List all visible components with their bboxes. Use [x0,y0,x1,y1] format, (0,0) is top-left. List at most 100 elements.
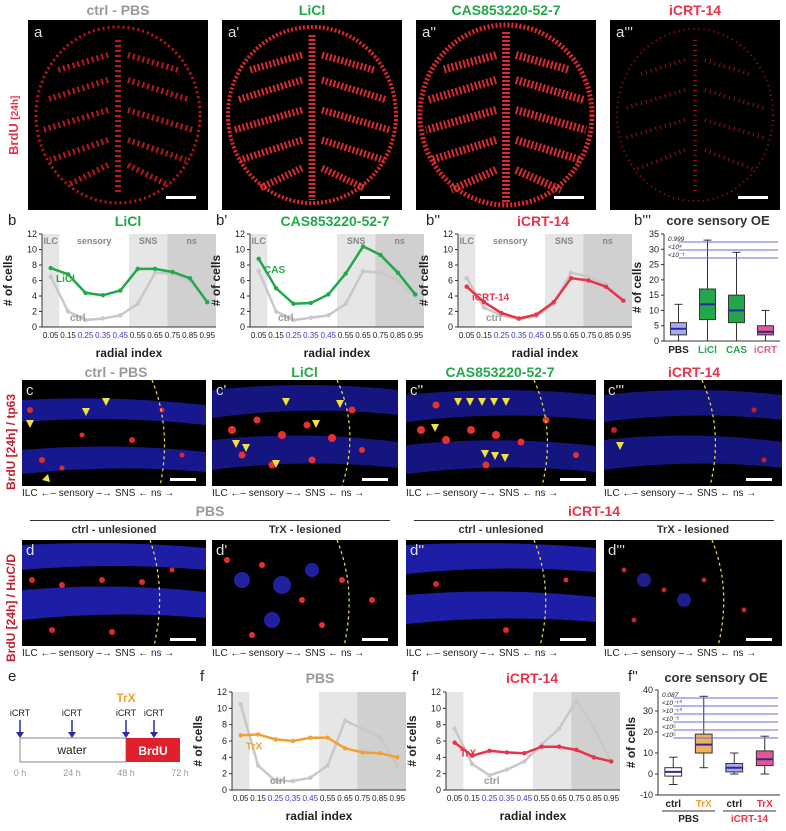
region-label: ns [602,236,613,246]
x-axis-label: radial index [96,346,163,360]
micrograph-c2 [406,380,596,486]
y-tick-label: 40 [643,685,653,695]
d-sensory: sensory [58,648,94,659]
x-axis-label: radial index [500,809,567,823]
y-tick-label: 4 [436,752,441,762]
x-tick-label: 0.25 [78,331,94,340]
region-ilc [250,234,268,327]
y-axis-label: # of cells [191,715,205,767]
region-label: ILC [459,236,474,246]
category-label: ctrl [665,799,681,810]
data-point [395,755,400,760]
chart-f1: 0 2 4 6 8 10 12 0.05 0.15 0.25 0.35 0.45 0.55 0.65 0.7… [405,687,620,823]
trx-label: TrX [116,691,135,705]
data-point [551,300,556,305]
water-label: water [56,743,86,757]
y-tick-label: 0 [32,322,37,332]
pvalue-label: <10⁵ [662,724,676,731]
x-tick-label: 0.55 [546,331,562,340]
x-axis-label: radial index [304,346,371,360]
x-tick-label: 0.65 [337,794,353,803]
x-tick-label: 0.65 [147,331,163,340]
letter-a3: a''' [616,24,633,41]
data-point [534,312,539,317]
data-point [481,305,487,310]
data-point [290,738,296,744]
x-tick-label: 0.25 [494,331,510,340]
data-point [273,309,279,314]
d2-ilc: ILC [406,648,422,659]
y-tick-label: 2 [240,307,245,317]
data-point [205,300,210,305]
y-axis-label: # of cells [624,716,638,768]
series-label: CAS [264,265,285,276]
data-point [487,748,492,753]
data-point [522,759,527,764]
y-tick-label: 10 [443,245,453,255]
title-f: PBS [305,670,335,686]
chart-b: ILC sensory SNS ns 0 2 4 6 8 10 12 0.05 0.15 0.25 0.35… [1,229,216,360]
c3-sensory: sensory [640,488,676,499]
ctrl-label: ctrl [278,313,294,324]
region-label: ILC [251,236,266,246]
group-icrt: iCRT-14 [567,503,621,519]
letter-a: a [34,24,43,41]
title-a: ctrl - PBS [86,2,150,18]
data-point [556,726,562,731]
y-tick-label: 0 [648,769,653,779]
y-tick-label: 10 [649,305,659,315]
data-point [326,292,331,297]
y-tick-label: 6 [436,736,441,746]
letter-b3: b''' [634,212,651,229]
series-line-ctrl [49,271,209,322]
x-tick-label: 0.95 [200,331,216,340]
group-label: iCRT-14 [731,814,769,825]
x-tick-label: 0.25 [482,794,498,803]
y-axis-label: # of cells [630,261,644,313]
title-d1: TrX - lesioned [268,524,342,536]
x-tick-label: 0.45 [517,794,533,803]
data-point [464,275,469,281]
letter-f2: f'' [628,668,638,685]
data-point [152,270,158,275]
letter-d: d [26,542,35,559]
ctrl-label: ctrl [484,776,500,787]
box [755,750,774,767]
data-point [499,310,504,316]
data-point [187,275,193,281]
data-point [586,278,591,283]
data-point [377,751,383,756]
region-label: SNS [555,236,574,246]
data-point [83,317,88,323]
d-bottom-axis: ILC ←– sensory –→ SNS ← ns → [22,648,175,659]
series-line-LiCl [50,266,209,303]
data-point [326,313,331,318]
y-tick-label: 12 [443,229,453,239]
x-tick-label: 0.05 [447,794,463,803]
data-point [48,265,53,271]
time-0: 0 h [14,768,27,778]
data-point [452,740,457,745]
chart-f: 0 2 4 6 8 10 12 0.05 0.15 0.25 0.35 0.45 0.55 0.65 0.7… [191,687,406,823]
micrograph-d3-svg [621,540,772,646]
x-tick-label: 0.75 [569,794,585,803]
y-tick-label: 2 [32,307,37,317]
y-tick-label: 4 [222,752,227,762]
pvalue-label: <10⁻¹ [668,252,685,259]
micrograph-a2-svg [417,22,595,208]
x-tick-label: 0.25 [268,794,284,803]
x-tick-label: 0.35 [95,331,111,340]
micrograph-d1 [212,540,398,646]
data-point [591,755,597,760]
x-tick-label: 0.05 [233,794,249,803]
c2-sns: SNS [498,488,520,499]
series-label: TrX [246,741,262,752]
c-bottom-axis: ILC ←– sensory –→ SNS ← ns → [22,488,175,499]
chart-b3: 0 5 10 15 20 25 30 35 # of cells PBS LiCl CAS iCRT 0.… [630,229,780,356]
row-a-ylabel-sub: [24h] [10,95,21,120]
micrograph-c1-svg [212,380,398,486]
data-point [516,316,522,321]
region-label: ns [394,236,405,246]
letter-d1: d' [216,542,228,559]
y-tick-label: 6 [222,736,227,746]
